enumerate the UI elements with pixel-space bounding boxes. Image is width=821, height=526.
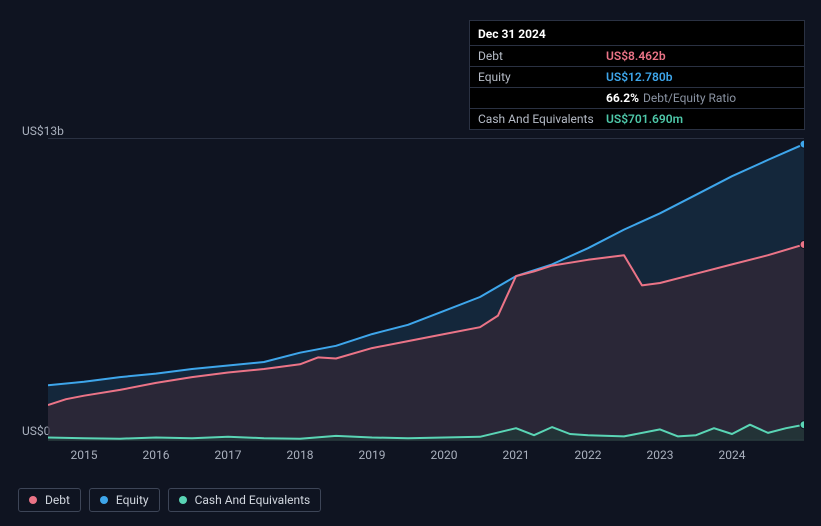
y-axis-zero-label: US$0 bbox=[22, 424, 50, 438]
tooltip-ratio-pct: 66.2% bbox=[606, 91, 639, 105]
x-tick-label: 2024 bbox=[719, 448, 746, 462]
tooltip-label-equity: Equity bbox=[478, 70, 606, 84]
x-tick-label: 2020 bbox=[431, 448, 458, 462]
legend-dot-icon bbox=[179, 496, 187, 504]
legend-item-debt[interactable]: Debt bbox=[18, 488, 81, 512]
chart-tooltip: Dec 31 2024 Debt US$8.462b Equity US$12.… bbox=[469, 20, 805, 130]
financials-chart-panel: Dec 31 2024 Debt US$8.462b Equity US$12.… bbox=[0, 0, 821, 526]
tooltip-value-cash: US$701.690m bbox=[606, 112, 683, 126]
x-tick-label: 2017 bbox=[215, 448, 242, 462]
legend-dot-icon bbox=[100, 496, 108, 504]
legend-item-cash[interactable]: Cash And Equivalents bbox=[168, 488, 322, 512]
end-marker-cash bbox=[800, 421, 804, 429]
legend-label: Debt bbox=[45, 493, 70, 507]
legend-dot-icon bbox=[29, 496, 37, 504]
tooltip-label-debt: Debt bbox=[478, 49, 606, 63]
x-tick-label: 2019 bbox=[359, 448, 386, 462]
tooltip-row-cash: Cash And Equivalents US$701.690m bbox=[470, 108, 804, 129]
tooltip-row-debt: Debt US$8.462b bbox=[470, 45, 804, 66]
tooltip-date: Dec 31 2024 bbox=[470, 21, 804, 45]
x-tick-label: 2021 bbox=[503, 448, 530, 462]
x-tick-label: 2023 bbox=[647, 448, 674, 462]
chart-legend: Debt Equity Cash And Equivalents bbox=[18, 488, 321, 512]
chart-svg bbox=[48, 139, 804, 441]
x-axis-ticks: 2015 2016 2017 2018 2019 2020 2021 2022 2023 2024 bbox=[48, 448, 804, 468]
legend-label: Cash And Equivalents bbox=[195, 493, 311, 507]
end-marker-equity bbox=[800, 140, 804, 148]
tooltip-value-ratio: 66.2% Debt/Equity Ratio bbox=[606, 91, 736, 105]
end-marker-debt bbox=[800, 241, 804, 249]
tooltip-value-equity: US$12.780b bbox=[606, 70, 673, 84]
x-tick-label: 2018 bbox=[287, 448, 314, 462]
tooltip-ratio-label: Debt/Equity Ratio bbox=[643, 91, 736, 105]
chart-plot-area[interactable] bbox=[48, 138, 804, 440]
tooltip-value-debt: US$8.462b bbox=[606, 49, 666, 63]
x-tick-label: 2015 bbox=[71, 448, 98, 462]
tooltip-row-equity: Equity US$12.780b bbox=[470, 66, 804, 87]
legend-label: Equity bbox=[116, 493, 149, 507]
tooltip-row-ratio: 66.2% Debt/Equity Ratio bbox=[470, 87, 804, 108]
tooltip-label-cash: Cash And Equivalents bbox=[478, 112, 606, 126]
y-axis-max-label: US$13b bbox=[22, 124, 64, 138]
x-tick-label: 2022 bbox=[575, 448, 602, 462]
x-tick-label: 2016 bbox=[143, 448, 170, 462]
tooltip-label-ratio-spacer bbox=[478, 91, 606, 105]
legend-item-equity[interactable]: Equity bbox=[89, 488, 160, 512]
